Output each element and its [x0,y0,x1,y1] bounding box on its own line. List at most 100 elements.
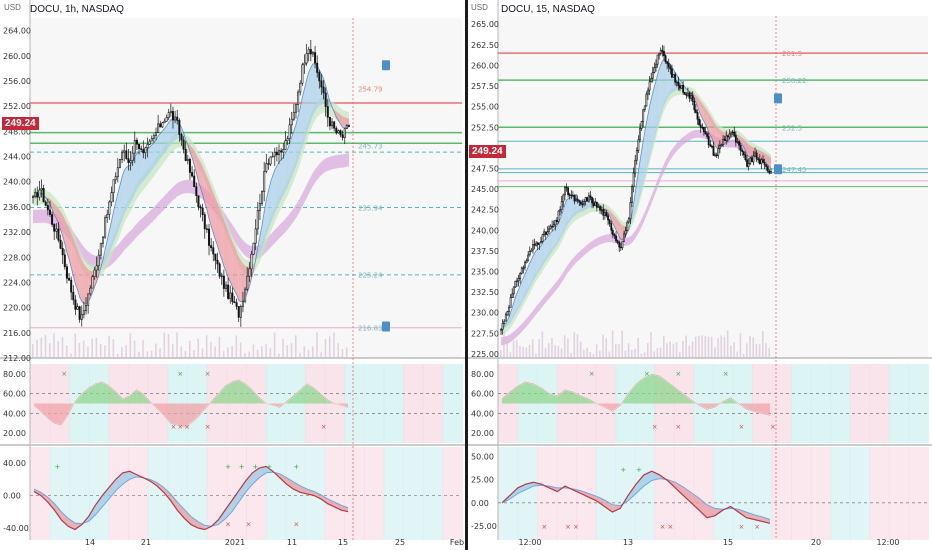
left-ema-cloud-segment [77,249,80,298]
left-ema-cloud-segment [189,144,193,158]
right-candle [591,197,593,204]
left-ema-cloud-segment [291,130,294,178]
right-volume-bar [643,352,646,358]
left-ema-cloud-segment [234,246,237,295]
right-ema-cloud-segment [534,250,537,279]
left-ema-cloud-segment [279,159,282,204]
right-volume-bar [710,336,713,358]
left-macd-fill-segment [115,472,123,491]
right-candle [733,131,736,136]
right-ema-cloud-segment [643,131,645,184]
right-rsi-bg-segment [869,364,890,443]
right-price-tick-label: 237.50 [471,247,499,256]
left-candle [182,139,185,150]
left-candle [301,64,304,84]
right-volume-bar [720,335,723,358]
right-rsi-signal-mark: × [738,423,744,431]
right-candle [693,100,696,111]
right-volume-bar [573,332,576,358]
right-volume-bar [595,344,598,358]
right-volume-bar [742,353,745,358]
pane-divider[interactable] [465,0,468,550]
left-ema-cloud-segment [143,150,146,182]
left-rsi-bg-segment [442,364,463,443]
right-ema-cloud-segment [563,204,565,234]
left-candle [297,91,300,105]
right-volume-bar [678,352,681,358]
right-ema-cloud-segment [611,212,613,224]
left-rsi-signal-mark: × [321,423,327,431]
right-candle [723,139,726,141]
right-candle [698,118,701,126]
right-ema-cloud-segment [663,59,666,106]
right-ema-cloud-segment [639,150,642,197]
right-macd-signal-mark: × [660,523,666,531]
right-candle [546,231,549,235]
left-ema-cloud-segment [73,238,76,285]
right-candle [540,241,542,244]
left-candle [150,138,153,142]
right-candle [750,157,753,163]
right-chart-pane[interactable]: 265.00262.50260.00257.50255.00252.50250.… [468,0,932,550]
right-volume-bar [563,335,566,358]
right-candle [579,201,582,205]
left-candle [85,304,88,312]
right-candle [571,194,574,197]
left-ema-cloud-segment [172,119,176,143]
left-candle [112,179,115,193]
left-candle [339,130,342,136]
right-candle [578,200,581,203]
right-ema-cloud-segment [759,150,762,160]
left-ema-cloud-segment [83,263,87,305]
right-macd-line [501,470,771,524]
right-volume-bar [589,352,592,358]
left-candle [254,228,257,244]
right-volume-bar [621,330,624,358]
left-ema-cloud-segment [298,108,301,161]
right-candle [734,135,737,143]
left-candle [280,150,283,153]
left-ema-cloud-segment [230,236,233,287]
right-price-tick-label: 255.00 [471,103,499,112]
left-candle [324,92,327,107]
left-ema-cloud-segment [310,63,313,121]
left-ema-cloud-segment [128,164,131,207]
left-symbol-title[interactable]: DOCU, 1h, NASDAQ [30,4,124,15]
left-candle [121,151,124,160]
right-volume-bar [675,342,678,358]
right-symbol-title[interactable]: DOCU, 15, NASDAQ [501,4,595,15]
right-rsi-signal-mark: × [675,370,681,378]
left-volume-bar [142,340,144,358]
right-ema-cloud-segment [572,196,575,218]
left-ema-cloud-segment [130,161,133,203]
left-macd-fill-segment [170,493,178,511]
left-candle [231,292,234,303]
left-macd-fill-segment [327,498,335,507]
left-chart-pane[interactable]: 264.00 260.00 256.00 252.00 248.00 244.00 240.… [0,0,465,550]
left-ema-cloud-segment [170,119,173,145]
right-ema-cloud-segment [529,259,532,289]
right-macd-bg-segment [537,447,558,540]
right-candle [639,128,641,141]
right-candle [752,155,755,163]
right-macd-fill-segment [612,504,621,513]
left-volume-bar [65,345,68,358]
left-macd-bg-segment [147,447,169,540]
right-volume-bar [519,345,521,358]
left-rsi-fill-segment [163,403,171,424]
left-ema-cloud-segment [344,117,347,128]
right-candle [581,203,584,206]
left-volume-bar [252,344,255,358]
left-currency-label: USD [4,3,21,12]
right-volume-bar [538,339,540,358]
left-ema-cloud-segment [283,153,286,196]
left-candle [284,140,287,150]
right-candle [758,159,761,165]
right-candle [597,206,600,208]
left-volume-bar [337,343,339,358]
left-candle [309,49,312,55]
left-candle [186,159,189,161]
left-macd-signal-mark: + [266,463,272,471]
left-macd-signal-mark: + [293,463,299,471]
left-candle [167,112,170,118]
